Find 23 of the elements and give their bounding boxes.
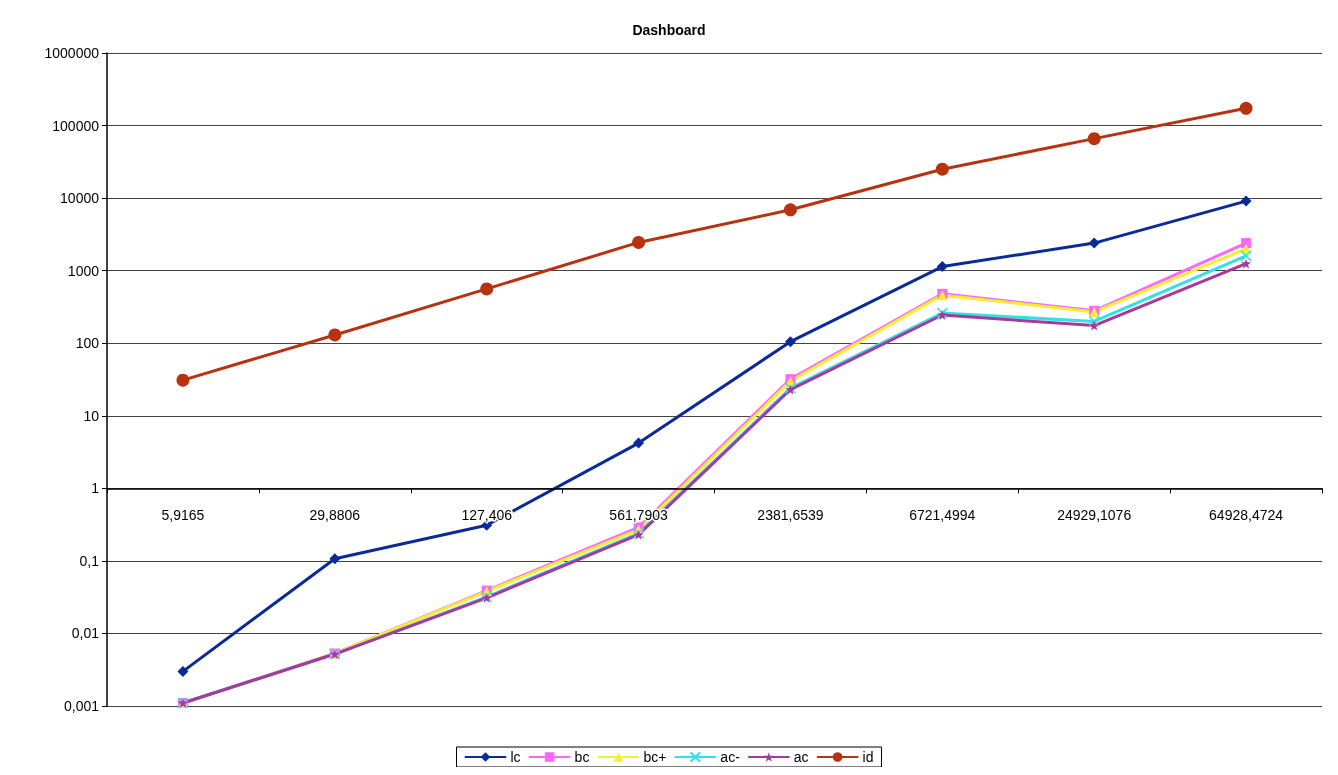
y-tick-label: 1000000 (44, 45, 100, 61)
legend-label: ac (793, 749, 809, 765)
x-tick-label: 24929,1076 (1057, 507, 1132, 524)
x-tick-label: 64928,4724 (1209, 507, 1284, 524)
legend-label: ac- (720, 749, 741, 765)
x-tick-label: 6721,4994 (909, 507, 976, 524)
x-tick-label: 2381,6539 (757, 507, 824, 524)
y-tick-label: 1000 (67, 262, 100, 279)
legend-label: id (862, 749, 874, 765)
y-tick-label: 0,001 (63, 698, 100, 714)
y-tick-label: 0,1 (79, 552, 100, 569)
legend-label: bc (574, 749, 590, 765)
x-tick-label: 5,9165 (161, 507, 205, 524)
y-tick-label: 10 (83, 407, 100, 424)
x-tick-label: 29,8806 (309, 507, 361, 524)
legend-label: lc (510, 749, 521, 765)
y-tick-label: 10000 (60, 190, 100, 207)
y-tick-label: 1 (91, 480, 100, 497)
y-tick-label: 100 (75, 335, 100, 352)
y-tick-label: 0,01 (71, 625, 100, 642)
legend-label: bc+ (643, 749, 667, 765)
y-tick-label: 100000 (52, 117, 100, 134)
chart-title: Dashboard (632, 22, 706, 38)
